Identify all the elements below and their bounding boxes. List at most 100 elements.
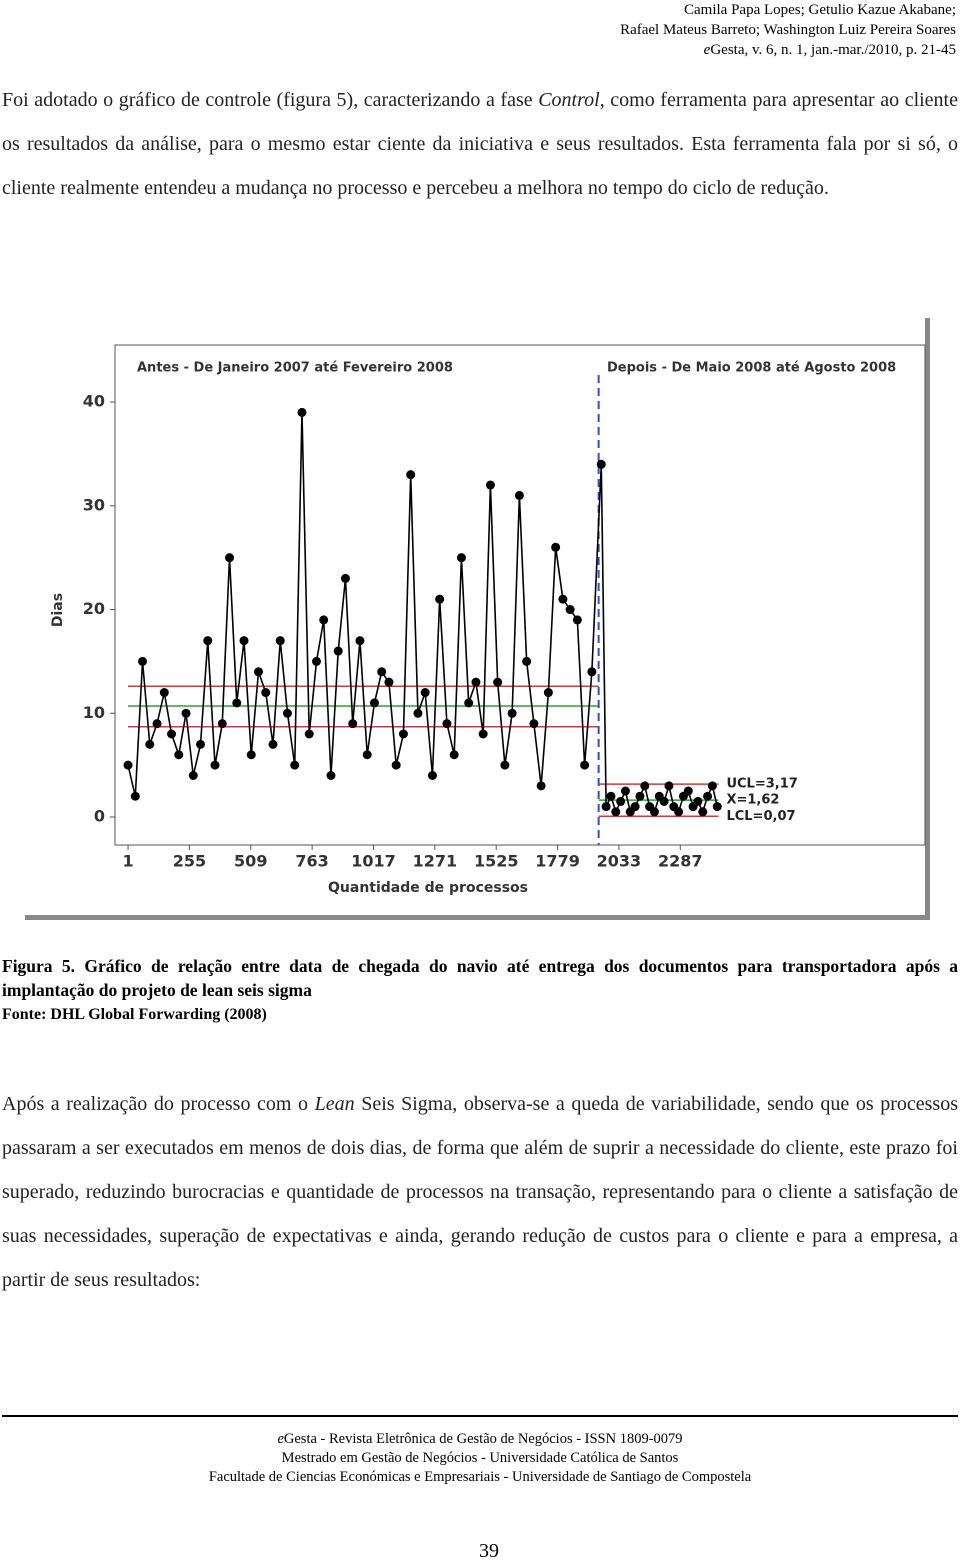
x-tick-label: 1779 <box>535 852 580 871</box>
data-point <box>167 729 177 739</box>
paragraph: Após a realização do processo com o Lean… <box>2 1082 958 1302</box>
data-point <box>659 796 669 806</box>
text: Seis Sigma, observa-se a queda de variab… <box>2 1093 958 1291</box>
data-point <box>478 729 488 739</box>
data-point <box>196 739 206 749</box>
y-tick-label: 0 <box>94 806 105 825</box>
data-point <box>640 781 650 791</box>
x-axis-label: Quantidade de processos <box>328 880 528 896</box>
data-point <box>529 719 539 729</box>
data-point <box>282 708 292 718</box>
header-italic: e <box>703 42 711 58</box>
data-point <box>500 760 510 770</box>
page-number: 39 <box>479 1540 499 1562</box>
italic-text: Lean <box>314 1093 355 1115</box>
italic-text: Control <box>538 89 600 111</box>
data-point <box>152 719 162 729</box>
footer-italic: e <box>277 1431 284 1447</box>
header-text: Gesta, v. 6, n. 1, jan.-mar./2010, p. 21… <box>710 42 956 58</box>
data-point <box>362 750 372 760</box>
data-point <box>159 688 169 698</box>
x-tick-label: 763 <box>295 852 328 871</box>
data-point <box>413 708 423 718</box>
x-tick-label: 1 <box>122 852 133 871</box>
border <box>25 915 930 920</box>
data-point <box>275 636 285 646</box>
data-point <box>551 542 561 552</box>
data-point <box>683 786 693 796</box>
data-point <box>348 719 358 729</box>
header-line: eGesta, v. 6, n. 1, jan.-mar./2010, p. 2… <box>620 40 956 60</box>
data-point <box>304 729 314 739</box>
data-point <box>435 594 445 604</box>
data-point <box>239 636 249 646</box>
data-point <box>464 698 474 708</box>
control-label: LCL=0,07 <box>726 809 795 824</box>
data-point <box>456 553 466 563</box>
data-point <box>377 667 387 677</box>
data-point <box>449 750 459 760</box>
data-point <box>232 698 242 708</box>
data-point <box>611 807 621 817</box>
data-point <box>693 796 703 806</box>
text: , como ferramenta para apresentar ao cli… <box>2 89 958 199</box>
data-point <box>311 656 321 666</box>
data-point <box>203 636 213 646</box>
data-point <box>420 688 430 698</box>
data-point <box>181 708 191 718</box>
data-point <box>188 770 198 780</box>
figure-caption: Figura 5. Gráfico de relação entre data … <box>2 956 958 1000</box>
footer-rule <box>2 1415 958 1417</box>
footer-line: Facultade de Ciencias Económicas e Empre… <box>208 1469 752 1485</box>
data-point <box>558 594 568 604</box>
data-point <box>398 729 408 739</box>
data-point <box>630 802 640 812</box>
data-point <box>145 739 155 749</box>
data-point <box>427 770 437 780</box>
data-point <box>601 802 611 812</box>
data-point <box>471 677 481 687</box>
data-point <box>596 459 606 469</box>
x-tick-label: 509 <box>234 852 267 871</box>
phase-title: Antes - De Janeiro 2007 até Fevereiro 20… <box>137 361 453 376</box>
data-point <box>246 750 256 760</box>
plot-frame <box>114 344 926 846</box>
footer-text: Gesta - Revista Eletrônica de Gestão de … <box>283 1431 683 1447</box>
data-point <box>606 791 616 801</box>
running-header: Camila Papa Lopes; Getulio Kazue Akabane… <box>620 0 956 60</box>
data-point <box>620 786 630 796</box>
y-tick-label: 30 <box>83 495 105 514</box>
y-tick-label: 10 <box>83 703 105 722</box>
data-point <box>587 667 597 677</box>
data-point <box>442 719 452 729</box>
data-point <box>616 796 626 806</box>
data-point <box>326 770 336 780</box>
data-point <box>565 605 575 615</box>
control-label: UCL=3,17 <box>726 777 797 792</box>
x-tick-label: 2033 <box>597 852 642 871</box>
data-point <box>507 708 517 718</box>
x-tick-label: 1017 <box>351 852 396 871</box>
data-point <box>649 807 659 817</box>
data-point <box>384 677 394 687</box>
data-point <box>485 480 495 490</box>
y-tick-label: 40 <box>83 392 105 411</box>
data-point <box>217 719 227 729</box>
data-point <box>707 781 717 791</box>
data-point <box>333 646 343 656</box>
data-point <box>543 688 553 698</box>
border <box>925 318 930 920</box>
data-point <box>580 760 590 770</box>
text: Foi adotado o gráfico de controle (figur… <box>2 89 539 111</box>
data-point <box>290 760 300 770</box>
header-line: Rafael Mateus Barreto; Washington Luiz P… <box>620 22 956 38</box>
data-point <box>319 615 329 625</box>
data-point <box>514 490 524 500</box>
x-tick-label: 255 <box>173 852 206 871</box>
chart: Antes - De Janeiro 2007 até Fevereiro 20… <box>25 318 930 920</box>
data-point <box>268 739 278 749</box>
x-tick-label: 1271 <box>413 852 458 871</box>
data-point <box>572 615 582 625</box>
footer-line: Mestrado em Gestão de Negócios - Univers… <box>281 1450 679 1466</box>
